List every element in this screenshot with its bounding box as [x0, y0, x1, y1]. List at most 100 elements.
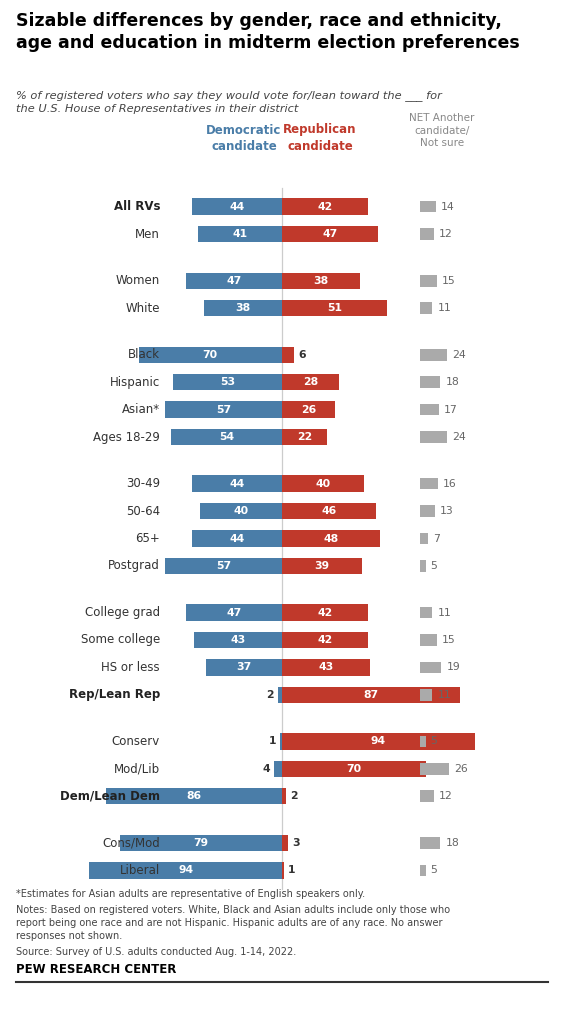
Text: 24: 24: [452, 350, 466, 359]
Text: Republican
candidate: Republican candidate: [283, 124, 357, 153]
FancyBboxPatch shape: [171, 429, 282, 445]
Text: 42: 42: [318, 635, 333, 645]
Text: 94: 94: [178, 865, 193, 876]
Text: Sizable differences by gender, race and ethnicity,
age and education in midterm : Sizable differences by gender, race and …: [16, 12, 520, 51]
Text: 46: 46: [321, 506, 337, 516]
FancyBboxPatch shape: [420, 228, 434, 240]
FancyBboxPatch shape: [420, 837, 440, 849]
Text: 1: 1: [288, 865, 296, 876]
FancyBboxPatch shape: [278, 686, 282, 703]
Text: 37: 37: [236, 663, 252, 673]
FancyBboxPatch shape: [282, 429, 327, 445]
Text: 53: 53: [220, 377, 235, 387]
FancyBboxPatch shape: [194, 632, 282, 648]
Text: 70: 70: [346, 764, 362, 774]
Text: 6: 6: [298, 350, 306, 359]
FancyBboxPatch shape: [200, 503, 282, 519]
Text: Liberal: Liberal: [120, 864, 160, 877]
Text: 40: 40: [233, 506, 249, 516]
FancyBboxPatch shape: [420, 532, 428, 545]
Text: 38: 38: [314, 275, 328, 286]
Text: Men: Men: [135, 227, 160, 241]
Text: 12: 12: [439, 229, 452, 240]
FancyBboxPatch shape: [420, 735, 426, 748]
FancyBboxPatch shape: [420, 377, 440, 388]
FancyBboxPatch shape: [282, 686, 460, 703]
Text: 44: 44: [230, 534, 245, 544]
Text: Dem/Lean Dem: Dem/Lean Dem: [60, 790, 160, 803]
FancyBboxPatch shape: [420, 763, 450, 774]
FancyBboxPatch shape: [282, 733, 475, 750]
Text: 47: 47: [323, 229, 338, 240]
Text: 38: 38: [236, 303, 250, 313]
FancyBboxPatch shape: [282, 300, 386, 316]
Text: 86: 86: [186, 792, 201, 801]
Text: 13: 13: [440, 506, 453, 516]
Text: 39: 39: [314, 561, 329, 571]
Text: 4: 4: [262, 764, 270, 774]
Text: Democratic
candidate: Democratic candidate: [206, 124, 281, 153]
FancyBboxPatch shape: [282, 788, 286, 805]
Text: 44: 44: [230, 202, 245, 212]
Text: Cons/Mod: Cons/Mod: [102, 837, 160, 849]
FancyBboxPatch shape: [282, 272, 360, 289]
Text: 48: 48: [324, 534, 339, 544]
Text: 44: 44: [230, 478, 245, 488]
FancyBboxPatch shape: [420, 478, 438, 489]
Text: 41: 41: [232, 229, 248, 240]
Text: 42: 42: [318, 607, 333, 617]
FancyBboxPatch shape: [282, 226, 378, 243]
Text: 19: 19: [447, 663, 460, 673]
FancyBboxPatch shape: [420, 689, 433, 700]
Text: College grad: College grad: [85, 606, 160, 620]
FancyBboxPatch shape: [192, 199, 282, 215]
FancyBboxPatch shape: [420, 560, 426, 571]
Text: 16: 16: [443, 478, 457, 488]
Text: 43: 43: [319, 663, 334, 673]
Text: 5: 5: [431, 736, 438, 746]
FancyBboxPatch shape: [420, 634, 437, 646]
Text: 87: 87: [364, 690, 379, 699]
Text: 15: 15: [442, 635, 456, 645]
Text: NET Another
candidate/
Not sure: NET Another candidate/ Not sure: [409, 114, 475, 148]
FancyBboxPatch shape: [420, 505, 435, 517]
Text: Some college: Some college: [81, 634, 160, 646]
Text: 79: 79: [193, 838, 209, 848]
Text: 12: 12: [439, 792, 452, 801]
Text: HS or less: HS or less: [102, 660, 160, 674]
Text: Women: Women: [116, 274, 160, 288]
Text: 5: 5: [431, 561, 438, 571]
FancyBboxPatch shape: [282, 475, 364, 492]
FancyBboxPatch shape: [165, 401, 282, 418]
Text: 70: 70: [202, 350, 218, 359]
Text: White: White: [126, 302, 160, 314]
Text: 26: 26: [455, 764, 468, 774]
FancyBboxPatch shape: [105, 788, 282, 805]
FancyBboxPatch shape: [282, 761, 425, 777]
FancyBboxPatch shape: [420, 791, 434, 802]
Text: 2: 2: [266, 690, 274, 699]
FancyBboxPatch shape: [280, 733, 282, 750]
FancyBboxPatch shape: [420, 662, 442, 673]
Text: 47: 47: [226, 275, 241, 286]
Text: 65+: 65+: [135, 532, 160, 545]
Text: Source: Survey of U.S. adults conducted Aug. 1-14, 2022.: Source: Survey of U.S. adults conducted …: [16, 947, 296, 957]
Text: Rep/Lean Rep: Rep/Lean Rep: [69, 688, 160, 701]
Text: 5: 5: [431, 865, 438, 876]
FancyBboxPatch shape: [282, 401, 336, 418]
Text: 11: 11: [438, 607, 451, 617]
FancyBboxPatch shape: [192, 475, 282, 492]
Text: PEW RESEARCH CENTER: PEW RESEARCH CENTER: [16, 963, 177, 976]
FancyBboxPatch shape: [282, 374, 340, 390]
Text: 51: 51: [327, 303, 342, 313]
Text: 7: 7: [433, 534, 440, 544]
FancyBboxPatch shape: [282, 659, 370, 676]
Text: 40: 40: [315, 478, 331, 488]
FancyBboxPatch shape: [186, 604, 282, 621]
Text: 28: 28: [303, 377, 318, 387]
Text: Black: Black: [128, 348, 160, 361]
FancyBboxPatch shape: [420, 201, 436, 212]
Text: 22: 22: [297, 432, 312, 442]
FancyBboxPatch shape: [173, 374, 282, 390]
Text: 50-64: 50-64: [126, 505, 160, 517]
